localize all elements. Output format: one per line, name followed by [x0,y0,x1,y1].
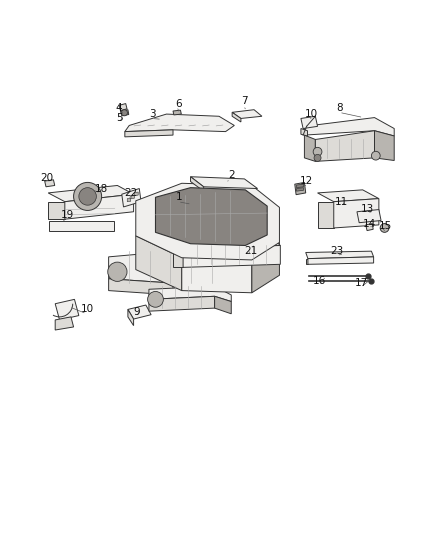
Text: 12: 12 [300,176,313,186]
Text: 11: 11 [335,197,348,207]
Text: 16: 16 [313,276,326,286]
Polygon shape [173,110,181,115]
Polygon shape [136,236,182,290]
Text: 15: 15 [379,221,392,231]
Polygon shape [127,198,131,201]
Polygon shape [125,114,234,132]
Polygon shape [252,243,279,293]
Polygon shape [109,251,245,283]
Text: 6: 6 [175,100,182,109]
Text: 20: 20 [41,173,54,183]
Polygon shape [318,201,334,228]
Text: 10: 10 [81,304,94,314]
Text: 13: 13 [361,204,374,214]
Polygon shape [109,279,173,295]
Polygon shape [135,192,138,196]
Polygon shape [49,221,114,231]
Polygon shape [191,177,204,191]
Polygon shape [173,249,183,268]
Polygon shape [136,183,279,260]
Polygon shape [374,131,394,160]
Polygon shape [182,258,252,293]
Text: 17: 17 [355,278,368,288]
Polygon shape [155,188,267,246]
Polygon shape [128,310,134,326]
Text: 22: 22 [124,188,137,198]
Polygon shape [120,110,129,116]
Polygon shape [55,317,74,330]
Polygon shape [306,259,308,264]
Polygon shape [297,188,304,191]
Polygon shape [304,135,315,161]
Text: 9: 9 [133,308,140,318]
Circle shape [148,292,163,307]
Polygon shape [232,112,241,122]
Polygon shape [149,296,215,311]
Circle shape [79,188,96,205]
Circle shape [121,110,127,116]
Polygon shape [357,209,381,223]
Polygon shape [122,189,141,207]
Polygon shape [149,286,231,302]
Text: 23: 23 [331,246,344,256]
Circle shape [371,151,380,160]
Text: 8: 8 [336,103,343,113]
Circle shape [314,155,321,161]
Circle shape [74,182,102,211]
Polygon shape [334,199,379,228]
Text: 18: 18 [95,183,108,193]
Polygon shape [232,110,262,118]
Circle shape [313,147,322,156]
Text: 4: 4 [116,103,123,113]
Polygon shape [128,305,151,319]
Polygon shape [48,201,65,219]
Polygon shape [183,246,280,268]
Polygon shape [131,195,134,199]
Text: 3: 3 [149,109,156,119]
Text: 19: 19 [61,210,74,220]
Text: 5: 5 [116,114,123,124]
Text: 14: 14 [363,219,376,229]
Text: 7: 7 [241,96,248,106]
Polygon shape [301,128,307,136]
Polygon shape [366,223,373,231]
Text: 10: 10 [305,109,318,119]
Text: 2: 2 [228,169,235,180]
Text: 21: 21 [244,246,257,256]
Polygon shape [297,184,304,188]
Circle shape [380,223,389,232]
Polygon shape [119,103,127,110]
Polygon shape [308,257,374,264]
Polygon shape [318,190,379,201]
Polygon shape [48,185,134,201]
Circle shape [108,262,127,281]
Polygon shape [295,182,306,195]
Polygon shape [191,177,258,189]
Polygon shape [306,251,374,259]
Polygon shape [304,118,394,136]
Polygon shape [315,131,374,161]
Polygon shape [215,296,231,314]
Polygon shape [173,237,280,249]
Polygon shape [55,300,79,320]
Polygon shape [125,130,173,137]
Polygon shape [301,116,318,128]
Text: 1: 1 [175,192,182,203]
Polygon shape [45,180,55,187]
Polygon shape [65,194,134,219]
